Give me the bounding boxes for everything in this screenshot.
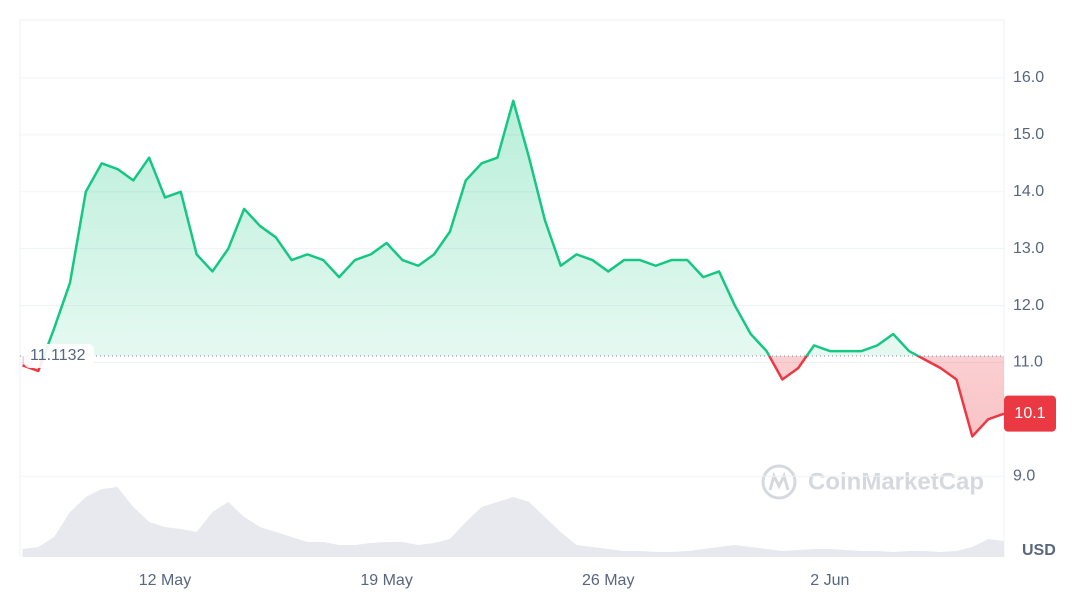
baseline-label: 11.1132 xyxy=(30,347,86,364)
y-tick-label: 11.0 xyxy=(1013,354,1043,371)
last-price-bg xyxy=(1004,395,1056,432)
x-tick-label: 12 May xyxy=(139,572,191,589)
area-up xyxy=(43,100,919,357)
watermark-text: CoinMarketCap xyxy=(808,468,984,495)
y-tick-label: 15.0 xyxy=(1013,126,1044,143)
y-tick-label: 14.0 xyxy=(1013,183,1044,200)
last-price: 10.1 xyxy=(1014,405,1045,422)
y-tick-label: 16.0 xyxy=(1013,69,1044,86)
baseline-label-bg xyxy=(24,344,94,369)
volume-area xyxy=(22,487,1004,557)
y-tick-label: 9.0 xyxy=(1013,467,1035,484)
currency: USD xyxy=(1022,542,1056,559)
price-line xyxy=(22,99,1005,438)
x-tick-label: 2 Jun xyxy=(810,572,849,589)
y-tick-label: 13.0 xyxy=(1013,240,1044,257)
x-tick-label: 26 May xyxy=(582,572,634,589)
y-tick-label: 12.0 xyxy=(1013,297,1044,314)
watermark: CoinMarketCap xyxy=(761,464,984,500)
x-tick-label: 19 May xyxy=(360,572,412,589)
